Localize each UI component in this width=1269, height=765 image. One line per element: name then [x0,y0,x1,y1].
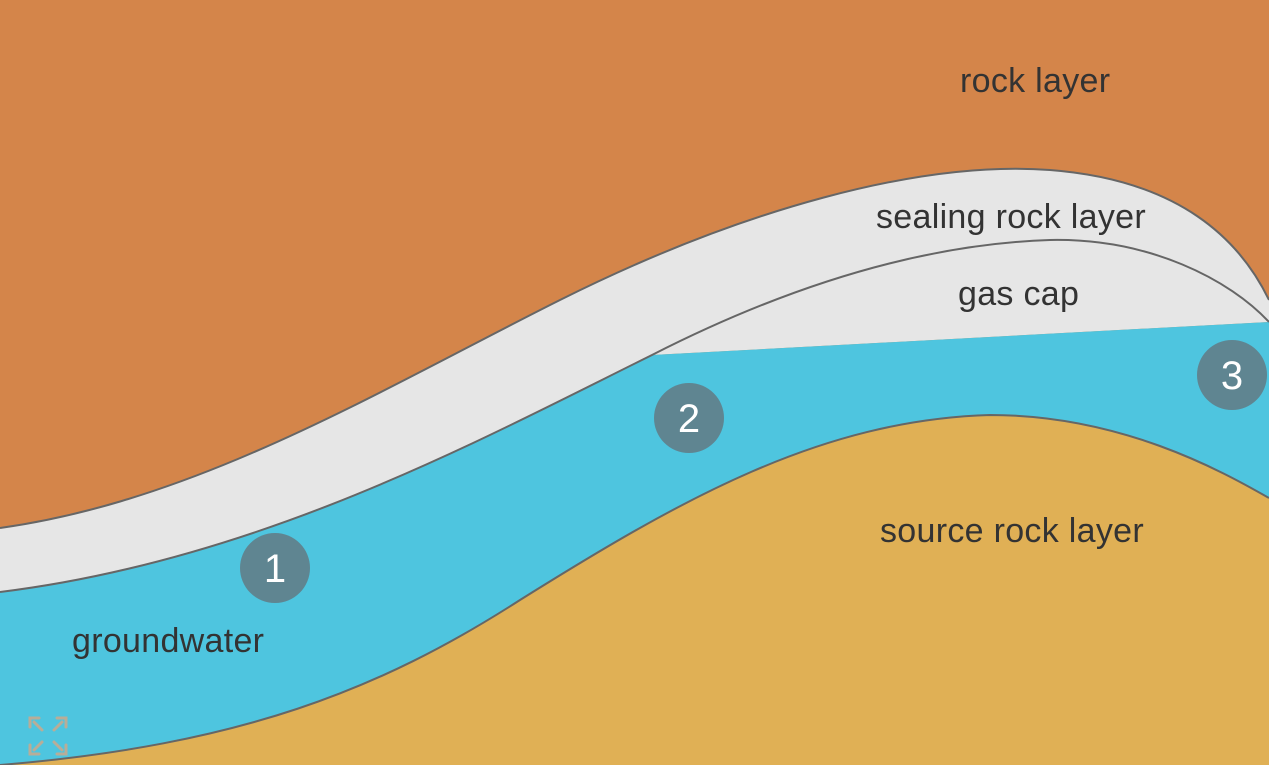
marker-2-number: 2 [678,397,700,441]
marker-3-circle [1197,340,1267,410]
marker-2: 2 [654,383,724,453]
sealing-layer-bottom-boundary [0,238,1269,593]
sealing-layer-top-boundary [0,167,1269,529]
expand-icon[interactable] [28,716,68,756]
marker-3: 3 [1197,340,1267,410]
source-layer-top-boundary [0,413,1269,765]
marker-1-circle [240,533,310,603]
source-rock-layer-region [0,415,1269,765]
source-rock-layer-label: source rock layer [880,512,1144,550]
marker-2-circle [654,383,724,453]
groundwater-label: groundwater [72,622,264,660]
groundwater-region [0,322,1269,765]
marker-1: 1 [240,533,310,603]
rock-layer-label: rock layer [960,62,1110,100]
marker-3-number: 3 [1221,354,1243,398]
sealing-rock-layer-label: sealing rock layer [876,198,1146,236]
sealing-rock-layer-region [0,168,1269,593]
marker-1-number: 1 [264,547,286,591]
gas-cap-label: gas cap [958,275,1079,313]
gas-cap-region [652,239,1269,355]
